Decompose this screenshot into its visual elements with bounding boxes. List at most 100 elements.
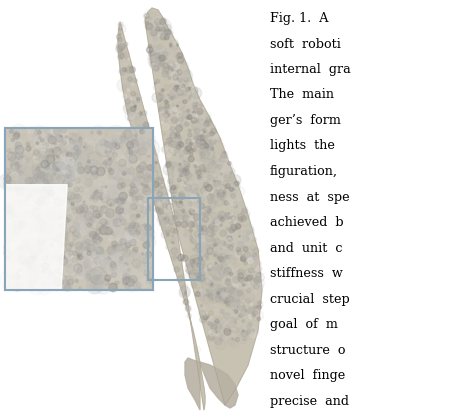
Circle shape [227, 318, 231, 322]
Circle shape [71, 202, 74, 205]
Circle shape [120, 219, 126, 225]
Circle shape [216, 203, 219, 206]
Circle shape [220, 159, 222, 161]
Circle shape [201, 152, 205, 156]
Circle shape [37, 240, 44, 246]
Circle shape [28, 280, 36, 287]
Circle shape [177, 234, 191, 248]
Circle shape [147, 175, 152, 180]
Circle shape [150, 61, 156, 68]
Circle shape [41, 282, 45, 286]
Circle shape [126, 66, 133, 73]
Circle shape [96, 213, 101, 218]
Circle shape [182, 106, 188, 112]
Circle shape [197, 111, 202, 115]
Circle shape [214, 310, 219, 314]
Circle shape [218, 281, 222, 286]
Circle shape [142, 156, 144, 158]
Circle shape [6, 263, 12, 269]
Circle shape [44, 198, 51, 206]
Circle shape [189, 82, 193, 87]
Circle shape [149, 55, 156, 62]
Circle shape [92, 284, 96, 288]
Circle shape [226, 285, 231, 290]
Circle shape [192, 186, 194, 188]
Circle shape [164, 35, 169, 40]
Circle shape [139, 201, 141, 203]
Circle shape [176, 136, 182, 142]
Circle shape [102, 176, 118, 192]
Circle shape [237, 250, 239, 253]
Circle shape [244, 256, 251, 262]
Circle shape [62, 156, 80, 174]
Circle shape [17, 264, 22, 269]
Circle shape [61, 128, 66, 133]
Circle shape [172, 92, 178, 98]
Circle shape [113, 173, 120, 179]
Circle shape [177, 150, 187, 160]
Circle shape [71, 140, 87, 156]
Circle shape [221, 161, 223, 162]
Circle shape [163, 124, 169, 130]
Circle shape [227, 255, 232, 260]
Circle shape [121, 68, 128, 75]
Circle shape [32, 132, 38, 138]
Circle shape [142, 139, 160, 157]
Circle shape [205, 185, 212, 191]
Circle shape [210, 138, 214, 141]
Circle shape [194, 141, 200, 147]
Circle shape [129, 161, 132, 163]
Circle shape [201, 188, 214, 201]
Circle shape [196, 193, 199, 196]
Circle shape [149, 149, 154, 155]
Text: ness  at  spe: ness at spe [270, 191, 350, 203]
Circle shape [112, 245, 119, 251]
Circle shape [135, 138, 143, 146]
Circle shape [23, 232, 25, 234]
Circle shape [13, 239, 22, 248]
Circle shape [237, 250, 241, 255]
Circle shape [182, 171, 184, 174]
Circle shape [100, 146, 109, 155]
Circle shape [83, 197, 86, 199]
Circle shape [58, 232, 66, 241]
Circle shape [176, 55, 179, 58]
Circle shape [211, 191, 216, 195]
Circle shape [147, 165, 153, 171]
Circle shape [240, 310, 246, 316]
Circle shape [221, 289, 227, 294]
Circle shape [183, 215, 189, 221]
Circle shape [44, 173, 53, 183]
Circle shape [213, 233, 216, 235]
Circle shape [233, 249, 240, 256]
Circle shape [58, 144, 67, 152]
Circle shape [38, 279, 46, 286]
Circle shape [241, 295, 244, 299]
Circle shape [143, 258, 148, 263]
Circle shape [216, 283, 221, 288]
Circle shape [174, 94, 178, 98]
Circle shape [147, 55, 156, 63]
Circle shape [170, 188, 176, 194]
Circle shape [39, 248, 44, 253]
Circle shape [66, 190, 75, 199]
Circle shape [199, 316, 206, 323]
Circle shape [186, 116, 190, 120]
Circle shape [146, 166, 153, 172]
Circle shape [179, 124, 183, 128]
Circle shape [47, 225, 58, 235]
Circle shape [57, 160, 66, 168]
Circle shape [31, 263, 38, 270]
Circle shape [117, 256, 133, 272]
Circle shape [171, 51, 176, 55]
Circle shape [133, 253, 135, 255]
Circle shape [54, 198, 62, 206]
Circle shape [67, 192, 75, 200]
Circle shape [137, 214, 140, 217]
Circle shape [233, 257, 236, 260]
Circle shape [128, 156, 135, 163]
Circle shape [198, 267, 205, 273]
Circle shape [139, 130, 143, 134]
Circle shape [221, 178, 225, 181]
Circle shape [60, 162, 77, 180]
